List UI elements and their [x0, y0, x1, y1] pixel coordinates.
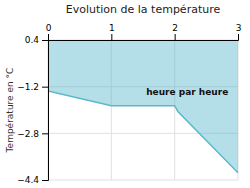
tick-label: −2.8	[17, 129, 39, 139]
line	[48, 91, 238, 173]
tick-label: 2	[172, 23, 178, 33]
tick: 3	[236, 23, 242, 40]
grid	[48, 40, 238, 180]
tick-label: 3	[236, 23, 242, 33]
tick-label: 1	[109, 23, 115, 33]
marks	[48, 40, 238, 173]
axis-line	[49, 34, 239, 41]
tick-mark	[42, 133, 48, 134]
tick: 0	[46, 23, 52, 40]
annotation: heure par heure	[146, 87, 228, 97]
y-axis-title: Température en °C	[5, 68, 15, 154]
tick-mark	[175, 34, 176, 40]
tick: 2	[172, 23, 178, 40]
tick: −1.2	[17, 82, 48, 92]
tick-mark	[42, 87, 48, 88]
tick: −2.8	[17, 129, 48, 139]
tick-label: −4.4	[17, 175, 39, 185]
plot: 0 1 2 3 0.4 −1.2 −2.8 −4.4 heure par heure	[17, 23, 241, 185]
area	[48, 40, 238, 173]
tick-mark	[42, 40, 48, 41]
axis-line	[42, 41, 49, 181]
tick: −4.4	[17, 175, 48, 185]
tick-label: −1.2	[17, 82, 39, 92]
tick: 0.4	[25, 35, 48, 45]
grid-line	[48, 180, 238, 181]
tick-mark	[111, 34, 112, 40]
tick-mark	[42, 180, 48, 181]
tick-label: 0	[46, 23, 52, 33]
tick: 1	[109, 23, 115, 40]
chart: 0 1 2 3 0.4 −1.2 −2.8 −4.4 heure par heure Evolut…	[0, 0, 250, 188]
tick-mark	[48, 34, 49, 40]
y-axis: 0.4 −1.2 −2.8 −4.4	[17, 35, 48, 185]
x-axis: 0 1 2 3	[46, 23, 242, 41]
title: Evolution de la température	[66, 3, 221, 16]
tick-mark	[238, 34, 239, 40]
tick-label: 0.4	[25, 35, 40, 45]
